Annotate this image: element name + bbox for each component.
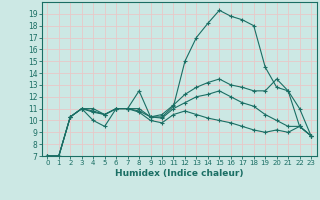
X-axis label: Humidex (Indice chaleur): Humidex (Indice chaleur) xyxy=(115,169,244,178)
